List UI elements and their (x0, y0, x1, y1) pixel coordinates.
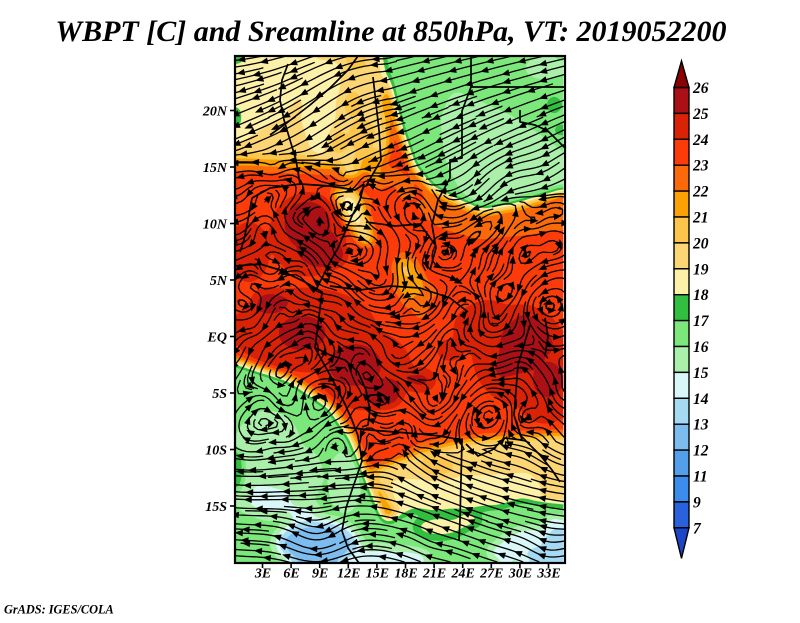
svg-text:22: 22 (692, 184, 709, 201)
svg-text:21E: 21E (422, 567, 446, 582)
svg-text:9E: 9E (312, 567, 328, 582)
svg-text:23: 23 (692, 158, 709, 175)
svg-text:25: 25 (692, 106, 709, 123)
svg-text:15S: 15S (205, 500, 227, 515)
svg-text:21: 21 (692, 210, 709, 227)
svg-text:18: 18 (693, 287, 709, 304)
svg-text:12: 12 (693, 443, 709, 460)
svg-text:9: 9 (693, 494, 701, 511)
svg-text:5N: 5N (210, 274, 228, 289)
svg-text:33E: 33E (536, 567, 560, 582)
svg-text:15N: 15N (203, 161, 228, 176)
svg-text:GrADS: IGES/COLA: GrADS: IGES/COLA (4, 603, 114, 617)
svg-text:20: 20 (692, 235, 709, 252)
svg-text:14: 14 (693, 391, 709, 408)
svg-text:5S: 5S (212, 387, 227, 402)
svg-text:15: 15 (693, 365, 709, 382)
svg-text:11: 11 (693, 469, 708, 486)
svg-text:WBPT [C] and Sreamline at 850h: WBPT [C] and Sreamline at 850hPa, VT: 20… (55, 15, 726, 48)
svg-text:3E: 3E (254, 567, 271, 582)
svg-text:17: 17 (693, 313, 710, 330)
svg-text:24E: 24E (451, 567, 475, 582)
svg-text:20N: 20N (202, 105, 228, 120)
svg-text:27E: 27E (479, 567, 503, 582)
svg-text:EQ: EQ (207, 331, 227, 346)
svg-text:10N: 10N (203, 218, 228, 233)
svg-text:26: 26 (692, 80, 709, 97)
svg-text:19: 19 (693, 261, 709, 278)
svg-text:12E: 12E (337, 567, 360, 582)
svg-text:13: 13 (693, 417, 709, 434)
svg-text:18E: 18E (394, 567, 417, 582)
svg-text:6E: 6E (283, 567, 299, 582)
svg-text:7: 7 (693, 520, 702, 537)
svg-text:15E: 15E (366, 567, 389, 582)
svg-text:30E: 30E (508, 567, 532, 582)
svg-text:10S: 10S (205, 444, 227, 459)
svg-text:16: 16 (693, 339, 709, 356)
svg-text:24: 24 (692, 132, 709, 149)
